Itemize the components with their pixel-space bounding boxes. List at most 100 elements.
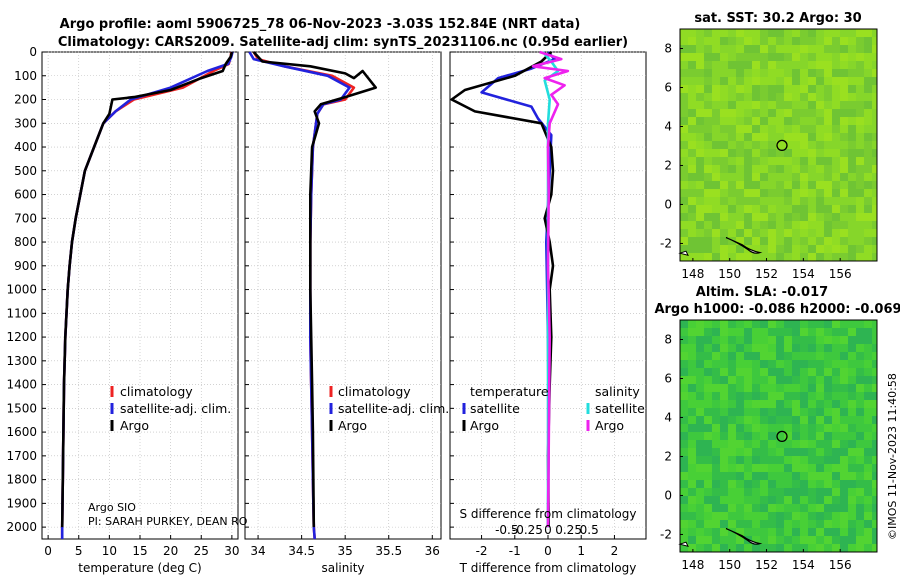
sst-map-cell xyxy=(808,61,816,69)
sst-map-cell xyxy=(816,37,824,45)
sla-map-cell xyxy=(712,536,720,544)
sla-map-cell xyxy=(680,344,688,352)
sla-map-cell xyxy=(728,344,736,352)
sst-map-cell xyxy=(792,141,800,149)
sla-map-cell xyxy=(720,512,728,520)
sst-map-cell xyxy=(816,133,824,141)
sst-map-cell xyxy=(800,117,808,125)
map-y-tick-label: 4 xyxy=(664,119,672,133)
sst-map-cell xyxy=(760,69,768,77)
sla-map-cell xyxy=(736,432,744,440)
sst-map-cell xyxy=(824,157,832,165)
sla-map-cell xyxy=(848,488,856,496)
sla-map-cell xyxy=(872,440,877,448)
sst-map-cell xyxy=(744,93,752,101)
series-line-argo xyxy=(60,51,234,528)
sla-map-cell xyxy=(688,472,696,480)
sst-map-cell xyxy=(864,181,872,189)
sst-map-cell xyxy=(760,101,768,109)
sla-map-cell xyxy=(792,424,800,432)
sla-map-cell xyxy=(840,392,848,400)
sst-map-cell xyxy=(776,69,784,77)
sst-map-cell xyxy=(696,141,704,149)
sla-map-cell xyxy=(704,368,712,376)
sla-map-cell xyxy=(760,432,768,440)
sst-map-cell xyxy=(856,85,864,93)
sla-map-cell xyxy=(728,384,736,392)
sst-map-cell xyxy=(704,45,712,53)
sla-map-cell xyxy=(752,336,760,344)
sst-map-cell xyxy=(744,85,752,93)
sla-map-cell xyxy=(784,440,792,448)
sla-map-cell xyxy=(824,328,832,336)
sla-map-cell xyxy=(720,352,728,360)
sla-map-cell xyxy=(712,336,720,344)
sst-map-cell xyxy=(768,109,776,117)
sla-map-cell xyxy=(864,496,872,504)
sst-map-cell xyxy=(728,165,736,173)
sst-map-cell xyxy=(792,237,800,245)
sst-map-cell xyxy=(776,213,784,221)
sla-map-cell xyxy=(840,424,848,432)
sla-map-cell xyxy=(824,400,832,408)
sla-map-cell xyxy=(728,368,736,376)
sst-map-cell xyxy=(712,205,720,213)
sst-map-cell xyxy=(816,253,824,261)
sst-map-cell xyxy=(744,237,752,245)
sst-map-cell xyxy=(696,173,704,181)
sst-map-cell xyxy=(688,157,696,165)
sst-map-cell xyxy=(720,53,728,61)
sla-map-cell xyxy=(776,472,784,480)
sla-map-cell xyxy=(688,456,696,464)
sla-map-cell xyxy=(752,432,760,440)
sla-map-cell xyxy=(856,344,864,352)
sla-map-cell xyxy=(768,320,776,328)
sst-map-cell xyxy=(744,29,752,37)
sst-map-cell xyxy=(808,37,816,45)
sst-map-cell xyxy=(872,213,877,221)
sst-map-cell xyxy=(696,189,704,197)
sst-map-cell xyxy=(816,101,824,109)
sla-map-cell xyxy=(688,336,696,344)
sst-map-cell xyxy=(752,189,760,197)
sst-map-cell xyxy=(800,93,808,101)
sst-map-cell xyxy=(816,69,824,77)
sla-map-cell xyxy=(696,472,704,480)
sla-map-cell xyxy=(848,472,856,480)
sst-map-cell xyxy=(736,205,744,213)
x-tick-label: 0 xyxy=(544,544,552,558)
sla-map-cell xyxy=(816,368,824,376)
sla-map-cell xyxy=(696,376,704,384)
legend-label-satellite-adj: satellite-adj. clim. xyxy=(120,401,231,416)
sst-map-cell xyxy=(688,53,696,61)
sst-map-cell xyxy=(704,85,712,93)
sla-map-cell xyxy=(696,544,704,552)
sla-map-cell xyxy=(744,344,752,352)
sst-map-cell xyxy=(768,141,776,149)
y-tick-label: 1000 xyxy=(6,283,37,297)
sla-map-cell xyxy=(712,328,720,336)
sla-map-cell xyxy=(784,384,792,392)
sla-map-cell xyxy=(744,432,752,440)
sla-map-cell xyxy=(760,376,768,384)
sst-map-cell xyxy=(872,245,877,253)
sla-map-cell xyxy=(832,480,840,488)
sla-map-cell xyxy=(776,344,784,352)
sla-map-cell xyxy=(848,352,856,360)
sla-map-cell xyxy=(768,384,776,392)
map-y-tick-label: 8 xyxy=(664,41,672,55)
sla-map-cell xyxy=(760,320,768,328)
sst-map-cell xyxy=(688,45,696,53)
sst-map-cell xyxy=(696,61,704,69)
sst-map-cell xyxy=(760,45,768,53)
sst-map-cell xyxy=(872,117,877,125)
sst-map-cell xyxy=(872,141,877,149)
sst-map-cell xyxy=(856,173,864,181)
sla-map-cell xyxy=(752,320,760,328)
sla-map-cell xyxy=(784,536,792,544)
sla-map-cell xyxy=(856,416,864,424)
sla-map-cell xyxy=(808,520,816,528)
